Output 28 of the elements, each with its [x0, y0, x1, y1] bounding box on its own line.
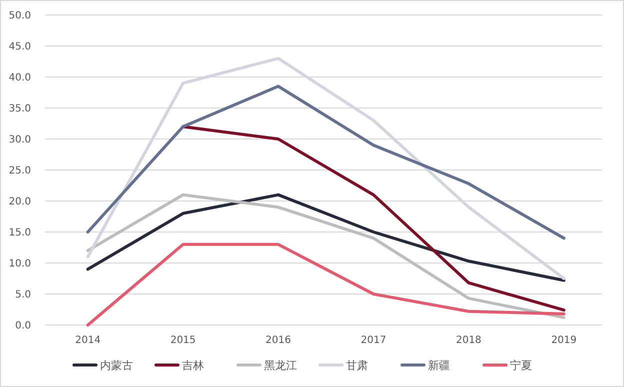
- x-tick-label: 2016: [266, 335, 291, 346]
- x-tick-label: 2014: [75, 335, 101, 346]
- y-tick-label: 35.0: [8, 104, 31, 114]
- line-series: [182, 125, 566, 312]
- legend-label: 甘肃: [346, 358, 368, 372]
- x-tick-label: 2019: [551, 335, 577, 346]
- line-series: [86, 193, 566, 282]
- y-tick-label: 15.0: [8, 228, 31, 238]
- y-tick-label: 40.0: [8, 72, 31, 84]
- line-series: [86, 193, 566, 320]
- y-tick-label: 5.0: [15, 290, 31, 300]
- line-series: [86, 242, 566, 326]
- y-tick-label: 45.0: [8, 42, 31, 52]
- y-tick-label: 30.0: [8, 134, 31, 146]
- legend-label: 内蒙古: [100, 358, 133, 372]
- legend-label: 宁夏: [510, 358, 532, 372]
- legend-label: 吉林: [182, 358, 204, 372]
- y-tick-label: 50.0: [8, 10, 31, 22]
- y-tick-label: 20.0: [8, 196, 31, 208]
- legend-label: 黑龙江: [264, 358, 297, 372]
- y-tick-label: 10.0: [8, 258, 31, 270]
- x-tick-label: 2018: [456, 335, 482, 346]
- y-tick-label: 25.0: [8, 166, 31, 176]
- line-series: [86, 84, 566, 240]
- x-tick-label: 2017: [360, 335, 386, 346]
- y-tick-label: 0.0: [15, 320, 31, 332]
- x-tick-label: 2015: [170, 335, 196, 346]
- legend-label: 新疆: [428, 358, 450, 372]
